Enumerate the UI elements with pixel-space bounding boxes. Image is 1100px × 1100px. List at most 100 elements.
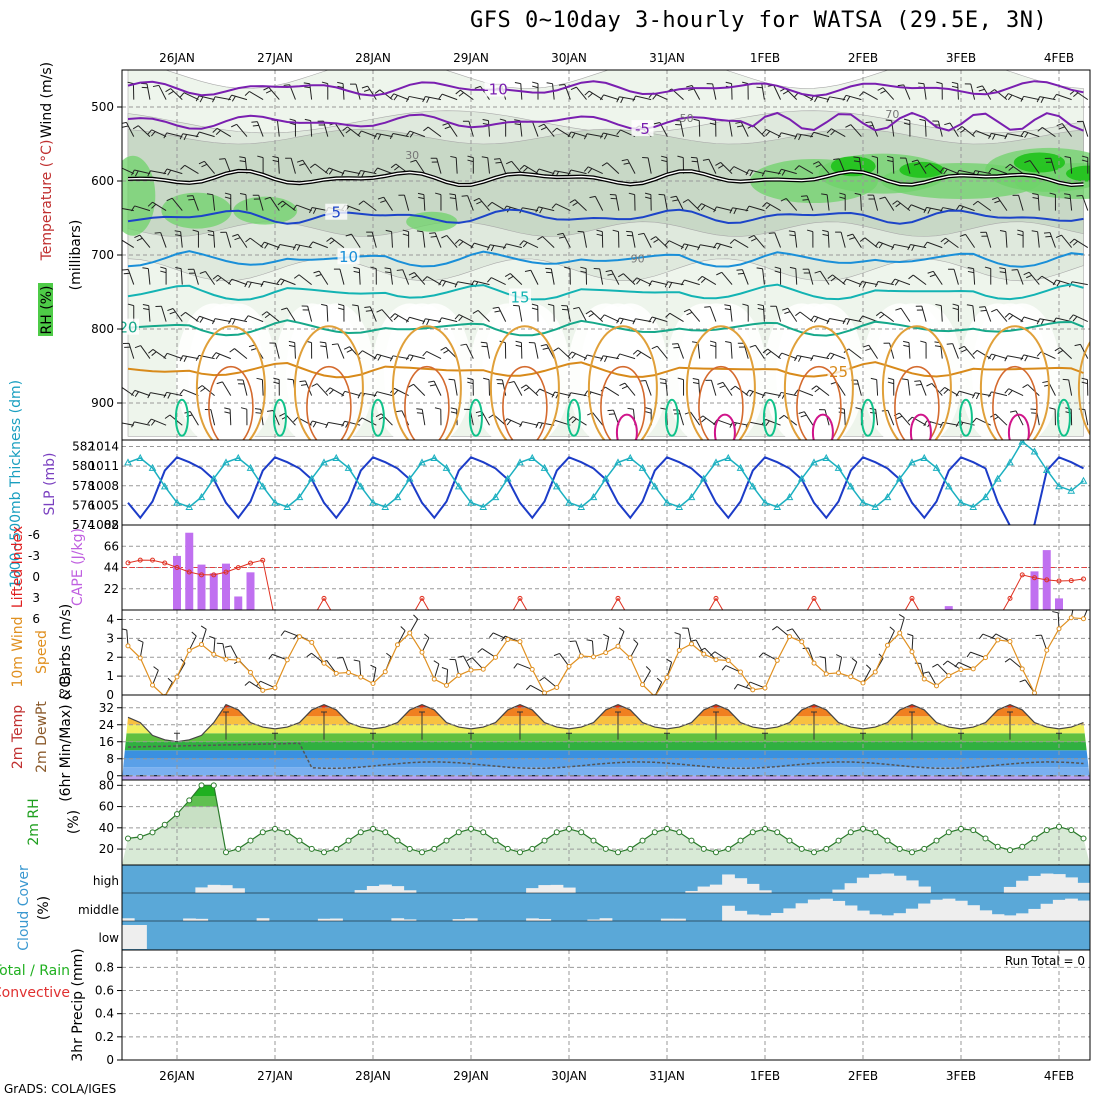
wind-barb (716, 242, 733, 249)
wind-barb (372, 667, 377, 684)
wind-barb-flag (569, 199, 576, 204)
wind-barb-flag (1032, 192, 1039, 196)
wind-barb-flag (617, 273, 624, 278)
temp-contour-label: -10 (483, 81, 508, 99)
temp-contour-label: 20 (118, 319, 137, 337)
thickness-marker (626, 453, 635, 461)
wind-barb-flag (288, 344, 296, 348)
wind-barb-flag (434, 407, 441, 410)
rh-marker (125, 835, 131, 842)
wind-barb-flag (473, 197, 480, 202)
wind-barb-flag (709, 122, 716, 126)
cloud-high-cell (856, 877, 870, 893)
wind-barb (590, 310, 604, 322)
wind-barb (594, 196, 604, 211)
wind-speed-marker (468, 667, 474, 673)
wind-barb-flag (991, 354, 996, 361)
wind-barb-flag (306, 652, 312, 658)
cloud-mid-cell (918, 903, 931, 921)
wind-speed-marker (627, 655, 633, 661)
wind-barb-flag (972, 350, 978, 355)
wind-barb (642, 670, 651, 685)
wind-barb-flag (377, 196, 384, 200)
wind-barb-flag (212, 128, 218, 133)
wind-barb-flag (697, 275, 703, 281)
wind-barb (421, 637, 430, 653)
wind-barb (468, 121, 474, 137)
wind-barb-flag (195, 95, 200, 102)
wind-barb-flag (522, 242, 528, 248)
wind-barb (151, 129, 167, 138)
cloud-tick-label: middle (78, 903, 119, 917)
wind-barb-flag (466, 657, 473, 662)
cloud-mid-cell (722, 905, 735, 921)
wind-barb (467, 195, 474, 211)
wind-barb-flag (619, 382, 626, 387)
wind-barb (787, 307, 798, 322)
dewpoint-series-line (127, 742, 1084, 770)
rh-marker (823, 845, 830, 852)
thickness-marker (614, 458, 622, 466)
wind-barb-flag (390, 313, 396, 319)
wind-barb (972, 305, 976, 322)
thickness-marker (173, 498, 181, 506)
pressure-tick-label: 600 (91, 174, 114, 188)
wind-barb-flag (846, 233, 853, 237)
date-label-top: 4FEB (1044, 51, 1074, 65)
rh-95-patch (1066, 165, 1090, 182)
wind-barb-flag (313, 270, 320, 274)
wind-barb (425, 318, 442, 323)
wind-barb (279, 244, 296, 249)
clear-lobe (690, 303, 767, 440)
wind-barb (716, 419, 733, 426)
wind-barb-flag (735, 121, 742, 124)
wind-barb-flag (1040, 97, 1045, 103)
wind-barb (623, 273, 636, 285)
wind-barb-flag (1004, 93, 1009, 99)
wind-barb-flag (814, 96, 818, 103)
wind-barb-flag (725, 81, 732, 85)
wind-barb (1037, 194, 1040, 211)
wind-barb (393, 93, 409, 101)
li-marker (125, 560, 131, 566)
wind-barb-flag (502, 243, 507, 250)
wind-barb-flag (168, 90, 174, 95)
temp-axis-label-1: 2m Temp (10, 705, 26, 769)
wind-speed-marker (897, 630, 903, 636)
wind-barb (843, 409, 846, 426)
thickness-marker (320, 458, 328, 466)
wind-barb (838, 657, 843, 673)
wind-barb-flag (402, 233, 409, 237)
wind-barb-flag (167, 169, 172, 176)
wind-barb-flag (296, 245, 301, 251)
wind-barb-flag (715, 161, 721, 166)
wind-barb-flag (449, 193, 456, 196)
wind-barb-flag (212, 274, 219, 280)
wind-barb (617, 631, 625, 647)
wind-barb-flag (188, 198, 195, 201)
wind-barb-flag (887, 377, 894, 381)
temp-contour-line (127, 208, 1084, 225)
cape-bar (944, 606, 953, 610)
wind-barb (231, 317, 248, 323)
wind-barb-flag (441, 234, 448, 239)
wind-barb-flag (955, 421, 960, 427)
cloud-high-cell (869, 874, 882, 893)
wind-barb-flag (842, 278, 847, 285)
wind-barb (554, 170, 571, 175)
wind-barb-flag (620, 318, 624, 325)
temp-color-bands (122, 704, 1090, 780)
wind-barb-flag (580, 266, 587, 270)
rh-marker (798, 845, 805, 852)
wind-barb (619, 353, 636, 360)
wind-barb (645, 380, 652, 396)
li-marker (1019, 572, 1025, 578)
clear-lobe (592, 303, 669, 440)
wind-barb-flag (337, 85, 344, 89)
wind-barb-flag (268, 654, 273, 660)
wind-barb (959, 390, 975, 397)
wind-barb (947, 660, 962, 671)
wind-barb (231, 278, 248, 286)
wind-barb (421, 409, 426, 426)
wind-barb-flag (370, 266, 377, 270)
